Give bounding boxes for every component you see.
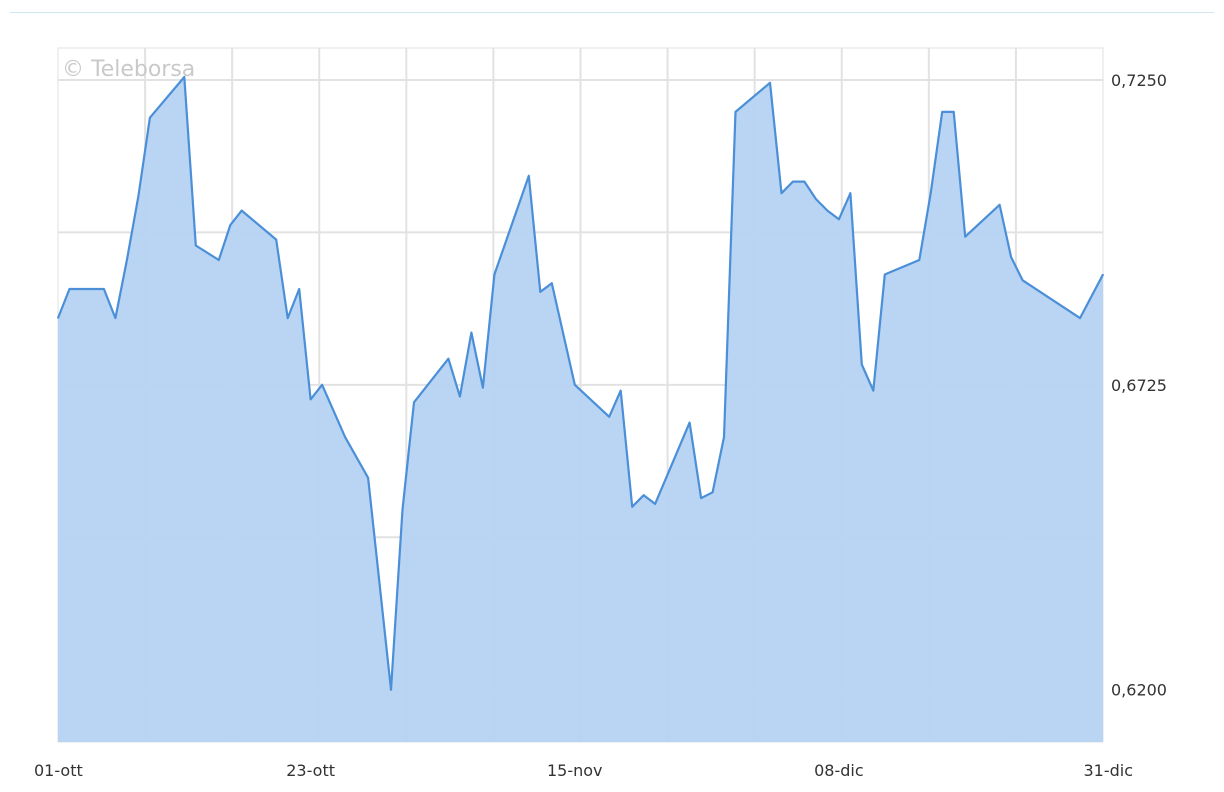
data-point	[941, 111, 944, 113]
data-point	[413, 401, 415, 404]
data-point	[229, 224, 232, 226]
data-point	[309, 398, 312, 401]
data-point	[918, 259, 921, 261]
data-point	[861, 363, 863, 366]
data-point	[57, 317, 59, 319]
data-point	[573, 384, 576, 386]
data-point	[884, 273, 886, 276]
data-point	[608, 415, 611, 418]
data-point	[126, 259, 128, 261]
data-point	[470, 331, 473, 334]
data-point	[849, 192, 852, 194]
data-point	[700, 497, 702, 499]
data-point	[217, 259, 220, 261]
data-point	[1021, 279, 1024, 282]
data-point	[103, 288, 105, 290]
data-point	[539, 291, 542, 293]
data-point	[137, 195, 140, 197]
x-tick-label: 31-dic	[1083, 761, 1133, 780]
data-point	[183, 76, 186, 78]
data-point	[401, 508, 404, 511]
data-point	[482, 386, 484, 389]
data-point	[711, 491, 714, 494]
series-area	[58, 77, 1103, 742]
data-point	[723, 436, 725, 438]
data-point	[815, 198, 817, 200]
x-axis-ticks: 01-ott 23-ott 15-nov 08-dic 31-dic	[34, 761, 1133, 780]
x-tick-label: 15-nov	[547, 761, 603, 780]
data-point	[275, 238, 277, 241]
watermark: © Teleborsa	[62, 57, 195, 82]
data-point	[528, 174, 530, 177]
data-point	[367, 476, 369, 479]
data-point	[654, 503, 656, 505]
x-tick-label: 01-ott	[34, 761, 83, 780]
data-point	[792, 180, 794, 183]
data-point	[803, 180, 806, 183]
data-point	[838, 218, 840, 221]
x-tick-label: 08-dic	[814, 761, 864, 780]
data-point	[1010, 256, 1012, 258]
data-point	[872, 389, 875, 392]
y-tick-label: 0,6200	[1111, 681, 1167, 700]
data-point	[298, 288, 300, 290]
data-point	[286, 317, 289, 319]
data-point	[780, 192, 783, 194]
data-point	[149, 116, 151, 119]
chart-frame	[10, 12, 1214, 787]
data-point	[998, 204, 1001, 206]
y-axis-ticks: 0,7250 0,6725 0,6200	[1111, 71, 1167, 700]
data-point	[1102, 273, 1104, 276]
data-point	[459, 395, 461, 398]
data-point	[68, 288, 71, 290]
data-point	[631, 505, 633, 508]
data-point	[964, 235, 966, 238]
data-point	[390, 688, 392, 691]
data-point	[344, 436, 346, 438]
data-point	[114, 317, 117, 319]
data-point	[550, 282, 553, 285]
x-tick-label: 23-ott	[286, 761, 335, 780]
data-point	[688, 421, 691, 424]
data-point	[642, 494, 645, 496]
y-tick-label: 0,6725	[1111, 376, 1167, 395]
data-point	[734, 111, 737, 113]
data-point	[769, 82, 771, 84]
data-points	[57, 76, 1104, 691]
y-tick-label: 0,7250	[1111, 71, 1167, 90]
data-point	[619, 389, 622, 392]
data-point	[952, 111, 955, 113]
data-point	[195, 244, 197, 247]
data-point	[321, 384, 323, 386]
data-point	[826, 209, 829, 212]
data-point	[91, 288, 94, 290]
data-point	[1079, 317, 1081, 319]
data-point	[240, 209, 243, 212]
data-point	[447, 357, 450, 360]
data-point	[493, 273, 496, 276]
data-point	[929, 192, 932, 194]
